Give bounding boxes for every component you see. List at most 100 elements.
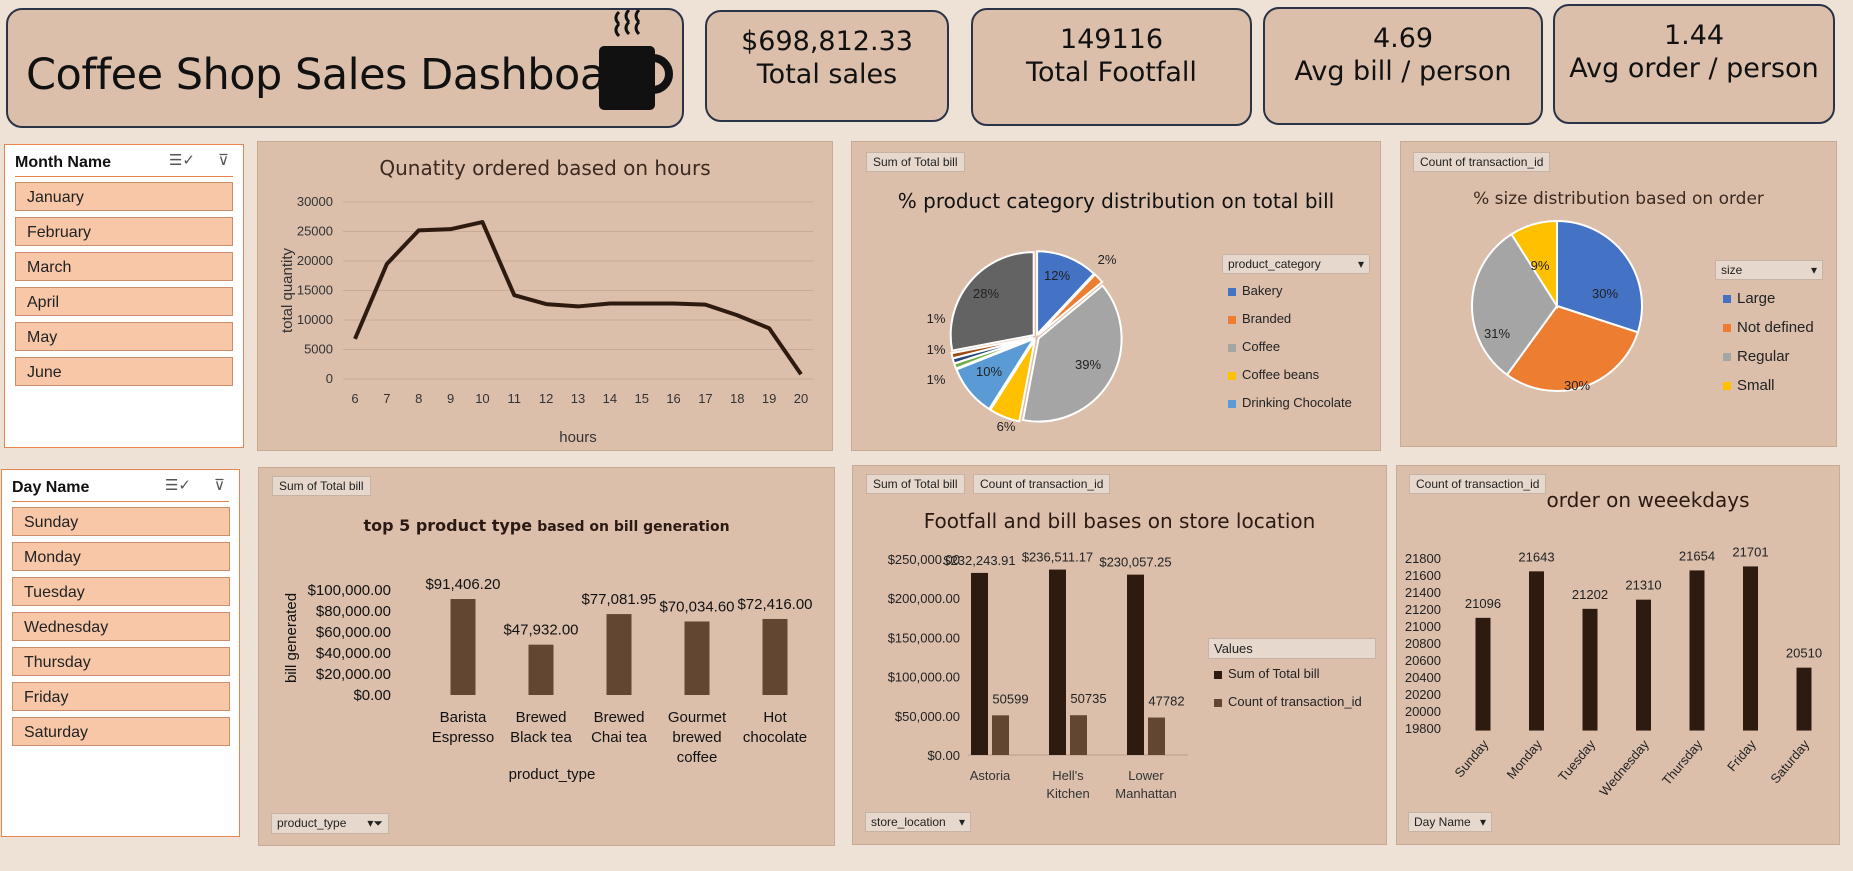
slice-label: 28% — [973, 286, 999, 301]
x-tick-label: Chai tea — [591, 729, 648, 746]
chart-title: Footfall and bill bases on store locatio… — [923, 509, 1316, 533]
legend-filter-dropdown[interactable]: product_category ▾ — [1222, 254, 1370, 274]
coffee-cup-icon — [599, 10, 673, 110]
product-type-bar-chart[interactable]: Sum of Total bill top 5 product type bas… — [258, 467, 835, 846]
bar-chart-svg: $250,000.00 $200,000.00 $150,000.00 $100,00… — [888, 550, 1188, 801]
slicer-item-february[interactable]: February — [15, 217, 233, 246]
x-axis-label: hours — [559, 429, 597, 446]
legend-item: Bakery — [1228, 283, 1282, 298]
slicer-item-april[interactable]: April — [15, 287, 233, 316]
bar — [1127, 574, 1144, 755]
hours-line-chart[interactable]: Qunatity ordered based on hours 30000 250… — [257, 141, 833, 451]
clear-filter-icon[interactable]: ⊽ — [214, 477, 225, 494]
legend-label: Regular — [1737, 348, 1790, 365]
y-tick-label: 20000 — [1405, 704, 1441, 719]
clear-filter-icon[interactable]: ⊽ — [218, 152, 229, 169]
legend-values-header: Values — [1208, 638, 1376, 659]
field-tag: Count of transaction_id — [1413, 152, 1551, 172]
chart-title: % product category distribution on total… — [897, 189, 1335, 213]
legend-title: product_category — [1228, 257, 1321, 271]
slicer-item-wednesday[interactable]: Wednesday — [12, 612, 230, 641]
legend-label: Sum of Total bill — [1228, 666, 1320, 681]
bar — [528, 644, 554, 695]
y-tick-label: 20800 — [1405, 636, 1441, 651]
y-tick-label: 20200 — [1405, 687, 1441, 702]
store-location-filter-dropdown[interactable]: store_location ▾ — [865, 812, 971, 832]
data-label: 20510 — [1786, 646, 1822, 661]
store-location-bar-chart[interactable]: Sum of Total bill Count of transaction_i… — [852, 465, 1387, 845]
bar — [684, 621, 710, 695]
slicer-item-sunday[interactable]: Sunday — [12, 507, 230, 536]
x-tick-label: 9 — [447, 391, 454, 406]
legend-label: Drinking Chocolate — [1242, 395, 1352, 410]
pie-slice — [1510, 219, 1558, 310]
bar — [762, 618, 788, 695]
y-tick-label: 25000 — [297, 224, 333, 239]
bar — [1796, 667, 1812, 731]
product-type-filter-button[interactable]: product_type ▾⏷ — [271, 813, 389, 834]
y-tick-label: 30000 — [297, 194, 333, 209]
x-tick-label: Hell's — [1052, 768, 1084, 783]
weekday-orders-bar-chart[interactable]: Count of transaction_id order on weeekda… — [1396, 465, 1840, 845]
slice-label: 1% — [927, 342, 946, 357]
x-tick-label: 17 — [698, 391, 712, 406]
slicer-item-thursday[interactable]: Thursday — [12, 647, 230, 676]
filter-label: Day Name — [1414, 815, 1471, 829]
x-tick-label: Saturday — [1767, 736, 1812, 786]
month-slicer[interactable]: Month Name ☰✓ ⊽ January February March A… — [4, 144, 244, 448]
filter-label: store_location — [871, 815, 946, 829]
legend-item: Branded — [1228, 311, 1291, 326]
y-tick-label: 5000 — [304, 342, 333, 357]
bar — [1743, 566, 1758, 731]
bar — [1636, 599, 1651, 731]
y-tick-label: 20400 — [1405, 670, 1441, 685]
data-label: $91,406.20 — [425, 576, 500, 593]
slicer-item-monday[interactable]: Monday — [12, 542, 230, 571]
size-pie-chart[interactable]: Count of transaction_id % size distribut… — [1400, 141, 1837, 447]
x-tick-label: Manhattan — [1115, 786, 1176, 801]
bar — [1049, 569, 1066, 755]
slicer-item-june[interactable]: June — [15, 357, 233, 386]
legend-label: Coffee — [1242, 339, 1281, 354]
legend-title: size — [1721, 263, 1743, 277]
slicer-item-tuesday[interactable]: Tuesday — [12, 577, 230, 606]
field-tag: Count of transaction_id — [973, 474, 1111, 494]
data-label: $77,081.95 — [581, 591, 656, 608]
slicer-item-january[interactable]: January — [15, 182, 233, 211]
slicer-item-friday[interactable]: Friday — [12, 682, 230, 711]
chart-title: order on weeekdays — [1546, 488, 1750, 512]
bar — [1148, 717, 1165, 755]
dropdown-arrow-icon: ▾ — [958, 815, 965, 829]
y-tick-label: $0.00 — [353, 687, 391, 704]
kpi-label: Total Footfall — [1026, 57, 1197, 88]
y-tick-label: 21000 — [1405, 619, 1441, 634]
pie-slice — [1556, 219, 1643, 334]
slice-label: 12% — [1044, 268, 1070, 283]
field-tag: Count of transaction_id — [1409, 474, 1547, 494]
bar — [971, 572, 988, 755]
slicer-item-may[interactable]: May — [15, 322, 233, 351]
x-tick-label: Astoria — [970, 768, 1011, 783]
field-tag: Sum of Total bill — [866, 152, 965, 172]
y-tick-label: $50,000.00 — [895, 709, 960, 724]
slicer-item-march[interactable]: March — [15, 252, 233, 281]
y-tick-label: 21200 — [1405, 602, 1441, 617]
chart-title: % size distribution based on order — [1473, 189, 1764, 209]
legend-filter-dropdown[interactable]: size ▾ — [1715, 260, 1823, 280]
x-tick-label: Wednesday — [1596, 736, 1652, 798]
y-tick-label: $200,000.00 — [888, 591, 960, 606]
series-line — [353, 220, 803, 376]
y-tick-label: 15000 — [297, 283, 333, 298]
kpi-avg-order: 1.44 Avg order / person — [1553, 4, 1835, 124]
day-name-filter-dropdown[interactable]: Day Name ▾ — [1408, 812, 1492, 832]
product-category-pie-chart[interactable]: Sum of Total bill % product category dis… — [851, 141, 1381, 451]
day-slicer[interactable]: Day Name ☰✓ ⊽ Sunday Monday Tuesday Wedn… — [1, 469, 240, 837]
multi-select-icon[interactable]: ☰✓ — [164, 477, 191, 494]
slicer-item-saturday[interactable]: Saturday — [12, 717, 230, 746]
x-tick-label: Hot — [763, 709, 787, 726]
multi-select-icon[interactable]: ☰✓ — [168, 152, 195, 169]
x-tick-label: Thursday — [1659, 736, 1706, 788]
x-tick-label: coffee — [677, 749, 718, 766]
y-tick-label: 20000 — [297, 253, 333, 268]
bar — [992, 715, 1009, 755]
